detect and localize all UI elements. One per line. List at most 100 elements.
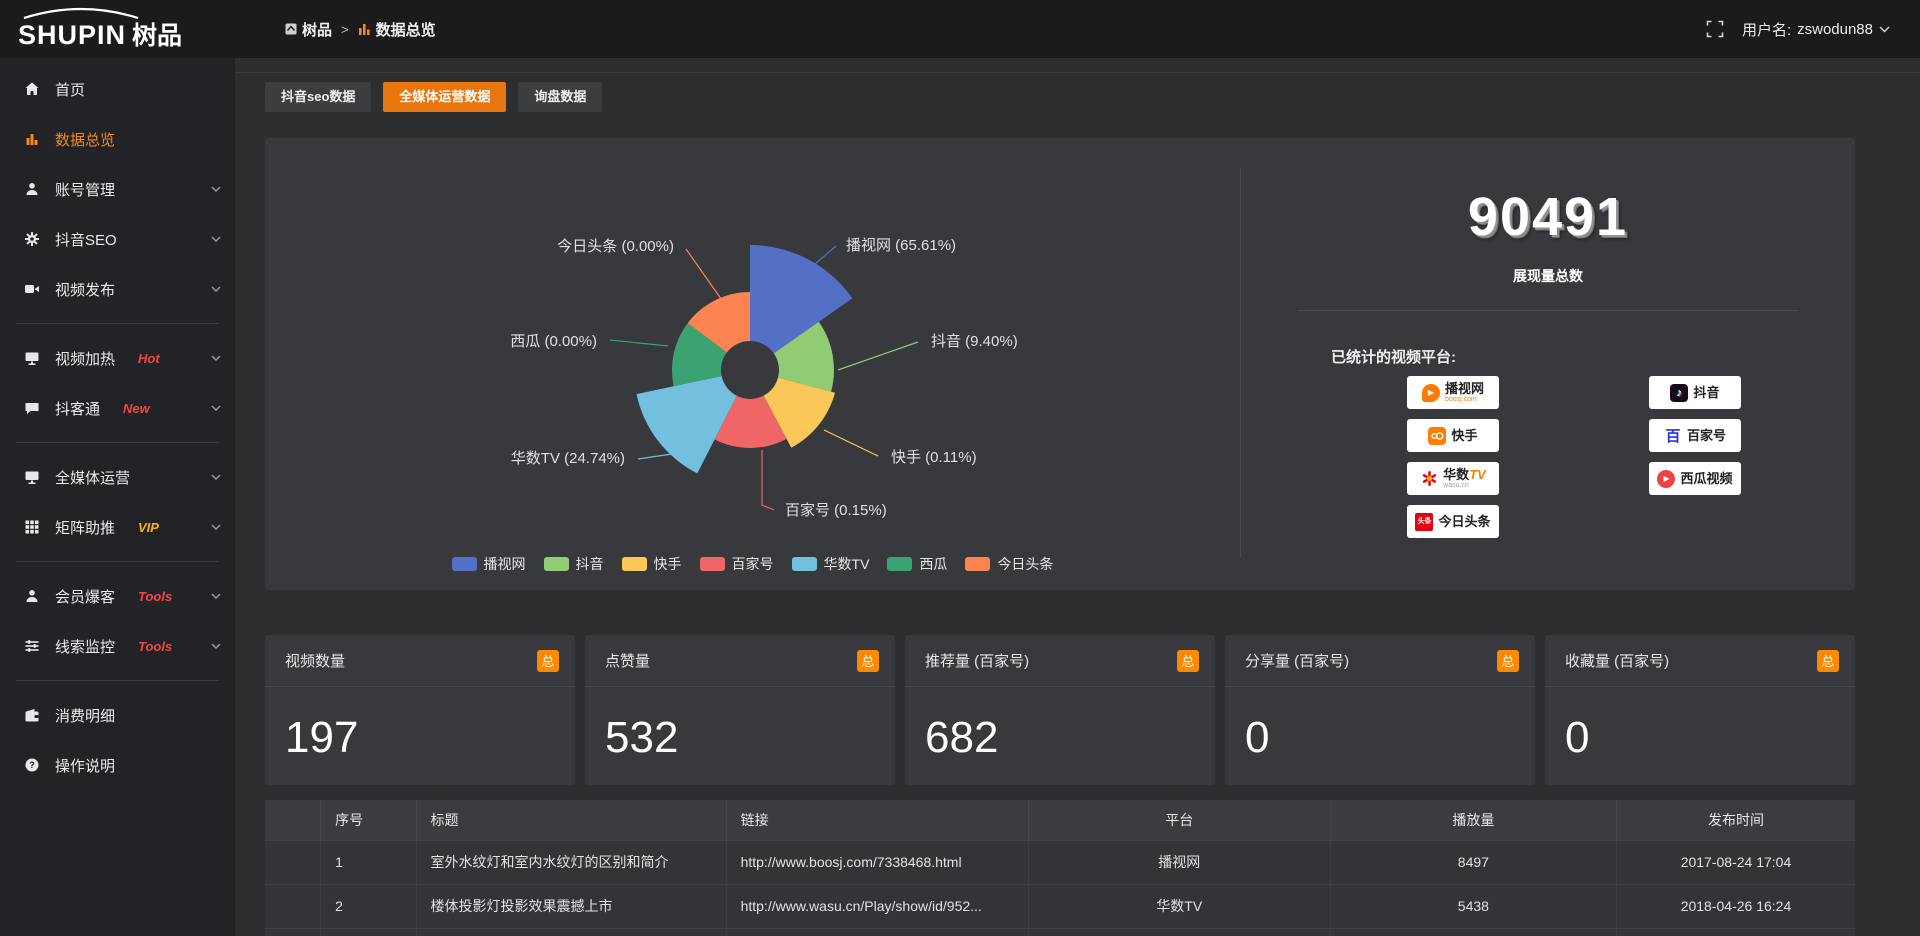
pie-chart-svg: 播视网 (65.61%) 抖音 (9.40%) 快手 (0.11%) 百家号 (0.1…: [510, 237, 1017, 519]
videos-table: 序号 标题 链接 平台 播放量 发布时间 1 室外水纹灯和室内水纹灯的区别和简介 http:/…: [265, 800, 1855, 936]
platform-name: 今日头条: [1438, 514, 1491, 529]
sidebar-item-screen[interactable]: 视频加热 Hot: [0, 333, 235, 383]
impressions-total: 90491: [1467, 187, 1629, 247]
stat-card-header: 收藏量 (百家号) 总: [1545, 635, 1855, 687]
legend-item-今日头条[interactable]: 今日头条: [965, 554, 1053, 574]
cell-title-link[interactable]: 楼体投影灯投影效果震撼上市: [416, 883, 727, 928]
sidebar-item-grid[interactable]: 矩阵助推 VIP: [0, 502, 235, 552]
topbar-divider: [235, 72, 1920, 73]
tab-0[interactable]: 抖音seo数据: [265, 82, 372, 112]
app-logo[interactable]: SHUPIN 树品: [0, 0, 235, 58]
toutiao-logo-icon: 头条: [1415, 512, 1434, 531]
pie-slice-播视网[interactable]: [750, 245, 853, 354]
sidebar-divider: [16, 680, 219, 681]
platform-badge-toutiao: 头条 今日头条: [1407, 505, 1499, 538]
sidebar-item-video[interactable]: 视频发布: [0, 264, 235, 314]
legend-label: 快手: [653, 556, 682, 572]
chevron-down-icon: [1879, 25, 1890, 33]
table-header-row: 序号 标题 链接 平台 播放量 发布时间: [265, 800, 1855, 840]
platform-name: 华数TV: [1443, 467, 1486, 482]
sidebar-item-sliders[interactable]: 线索监控 Tools: [0, 621, 235, 671]
table-row-0: 1 室外水纹灯和室内水纹灯的区别和简介 http://www.boosj.com/7…: [265, 839, 1855, 884]
stat-card-1: 点赞量 总 532: [585, 635, 895, 785]
sidebar-item-label: 矩阵助推: [55, 519, 116, 537]
legend-item-快手[interactable]: 快手: [621, 554, 682, 574]
pie-slice-华数TV[interactable]: [636, 376, 737, 474]
pie-slice-label: 快手 (0.11%): [891, 449, 977, 466]
pie-slice-快手[interactable]: [763, 377, 835, 448]
chevron-down-icon: [211, 236, 221, 242]
topbar: SHUPIN 树品 树品 > 数据总览 用户名: zs: [0, 0, 1920, 58]
bar-chart-icon: [26, 134, 38, 145]
pie-leader-line: [837, 341, 919, 371]
pie-slice-西瓜[interactable]: [672, 323, 727, 387]
cell-url-link[interactable]: http://www.wasu.cn/Play/show/id/952...: [726, 883, 1029, 928]
sidebar-item-label: 数据总览: [55, 131, 116, 149]
app-square-icon: [285, 23, 297, 35]
panel-divider: [1240, 168, 1241, 558]
stat-card-value: 0: [1565, 713, 1590, 762]
user-menu[interactable]: 用户名: zswodun88: [1742, 19, 1890, 40]
pie-slice-百家号[interactable]: [714, 395, 787, 449]
tab-1[interactable]: 全媒体运营数据: [383, 82, 507, 112]
legend-label: 华数TV: [823, 556, 870, 572]
sidebar-item-label: 账号管理: [55, 181, 116, 199]
cell-platform: 华数TV: [1028, 883, 1331, 928]
stat-card-label: 视频数量: [285, 653, 346, 670]
cell-publish-time: 2018-04-26 16:24: [1616, 883, 1855, 928]
sidebar-item-monitor[interactable]: 全媒体运营: [0, 452, 235, 502]
cell-index: [320, 927, 417, 936]
cell-index: 2: [320, 883, 417, 928]
breadcrumb: 树品 > 数据总览: [285, 19, 436, 40]
pie-slice-label: 华数TV (24.74%): [511, 450, 625, 467]
cell-title-link[interactable]: [416, 927, 727, 936]
sidebar-item-label: 抖音SEO: [55, 231, 117, 249]
sidebar-item-label: 消费明细: [55, 707, 116, 725]
legend-item-抖音[interactable]: 抖音: [543, 554, 604, 574]
legend-swatch: [887, 557, 913, 571]
table-row-2: [265, 927, 1855, 936]
legend-swatch: [699, 557, 725, 571]
overview-panel: 播视网 (65.61%) 抖音 (9.40%) 快手 (0.11%) 百家号 (0.1…: [265, 138, 1855, 590]
sidebar-item-bar-chart[interactable]: 数据总览: [0, 114, 235, 164]
pie-leader-line: [814, 245, 837, 265]
tab-2[interactable]: 询盘数据: [518, 82, 603, 112]
sidebar-item-home[interactable]: 首页: [0, 64, 235, 114]
grid-icon: [25, 520, 39, 534]
breadcrumb-current[interactable]: 数据总览: [358, 19, 436, 40]
fullscreen-icon[interactable]: [1706, 20, 1724, 38]
breadcrumb-root[interactable]: 树品: [285, 19, 332, 40]
sidebar-item-chat[interactable]: 抖客通 New: [0, 383, 235, 433]
chevron-down-icon: [211, 186, 221, 192]
legend-item-西瓜[interactable]: 西瓜: [887, 554, 947, 574]
cell-title-link[interactable]: 室外水纹灯和室内水纹灯的区别和简介: [416, 839, 727, 884]
legend-item-百家号[interactable]: 百家号: [699, 554, 774, 574]
sidebar-item-label: 抖客通: [55, 400, 101, 418]
legend-label: 今日头条: [997, 556, 1054, 572]
sidebar-item-user[interactable]: 账号管理: [0, 164, 235, 214]
sidebar-item-help[interactable]: ? 操作说明: [0, 740, 235, 790]
baijiahao-logo-icon: 百: [1665, 428, 1681, 445]
pie-slice-抖音[interactable]: [773, 321, 834, 392]
legend-item-播视网[interactable]: 播视网: [451, 554, 526, 574]
total-badge: 总: [857, 649, 879, 672]
total-badge: 总: [1177, 649, 1199, 672]
sidebar-item-label: 线索监控: [55, 638, 116, 656]
sidebar-item-label: 会员爆客: [55, 588, 116, 606]
breadcrumb-separator: >: [341, 21, 349, 37]
help-icon: ?: [25, 758, 39, 772]
sidebar-item-wallet[interactable]: 消费明细: [0, 690, 235, 740]
pie-slice-今日头条[interactable]: [687, 292, 750, 353]
cell-url-link[interactable]: [726, 927, 1029, 936]
cell-publish-time: [1616, 927, 1855, 936]
sidebar-item-member[interactable]: 会员爆客 Tools: [0, 571, 235, 621]
platform-name: 西瓜视频: [1680, 471, 1733, 486]
platform-name: 抖音: [1693, 385, 1720, 400]
legend-item-华数TV[interactable]: 华数TV: [791, 554, 870, 574]
sidebar-item-gear[interactable]: 抖音SEO: [0, 214, 235, 264]
member-icon: [26, 590, 38, 602]
stat-card-3: 分享量 (百家号) 总 0: [1225, 635, 1535, 785]
platform-name: 快手: [1451, 428, 1478, 443]
stat-card-header: 推荐量 (百家号) 总: [905, 635, 1215, 687]
cell-url-link[interactable]: http://www.boosj.com/7338468.html: [726, 839, 1029, 884]
